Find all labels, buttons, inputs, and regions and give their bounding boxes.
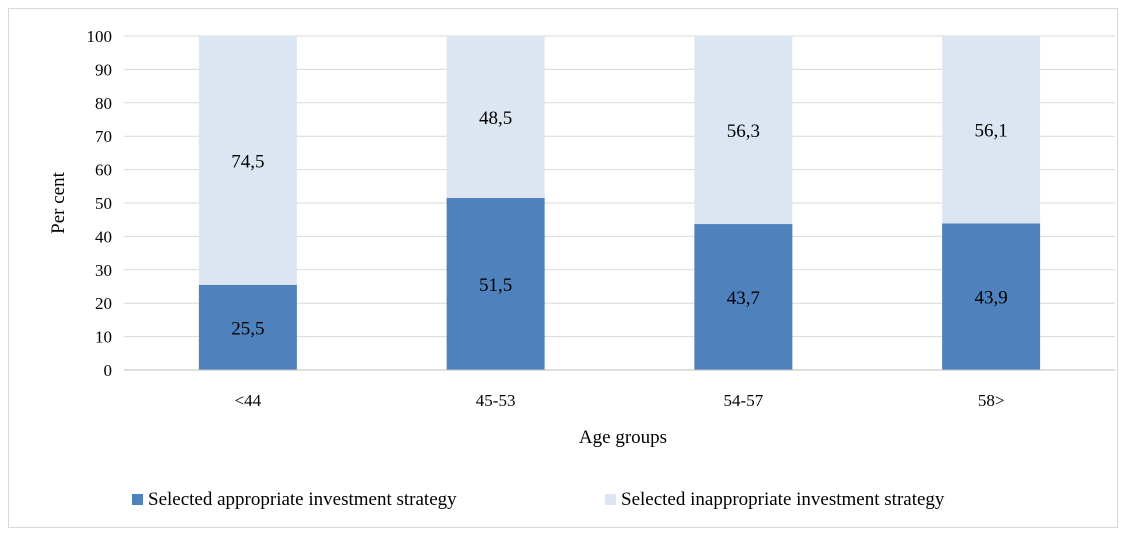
legend-swatch-appropriate	[132, 494, 143, 505]
legend: Selected appropriate investment strategy…	[132, 489, 945, 510]
data-label: 56,1	[975, 121, 1008, 142]
data-label: 74,5	[231, 151, 264, 172]
y-tick-label: 80	[95, 94, 112, 113]
bars	[198, 36, 1041, 370]
chart-frame	[8, 8, 1118, 528]
data-label: 43,9	[975, 288, 1008, 309]
y-tick-label: 100	[87, 27, 113, 46]
data-labels: 25,5 74,5 51,5 48,5 43,7 56,3 43,9 56,1	[231, 108, 1008, 339]
bar-appropriate	[198, 284, 297, 370]
y-tick-label: 30	[95, 261, 112, 280]
legend-label-appropriate: Selected appropriate investment strategy	[148, 489, 457, 510]
data-label: 48,5	[479, 108, 512, 129]
bar-appropriate	[446, 197, 545, 370]
y-tick-label: 60	[95, 161, 112, 180]
y-tick-label: 10	[95, 328, 112, 347]
bar-inappropriate	[198, 36, 297, 285]
legend-label-inappropriate: Selected inappropriate investment strate…	[621, 489, 945, 510]
x-tick-label: 58>	[978, 391, 1005, 410]
bar-inappropriate	[446, 36, 545, 198]
y-tick-label: 90	[95, 60, 112, 79]
axes: 0 10 20 30 40 50 60 70 80 90 100 <44 45-53 54-57 58>	[87, 27, 1115, 410]
data-label: 56,3	[727, 121, 760, 142]
data-label: 25,5	[231, 318, 264, 339]
bar-appropriate	[694, 224, 793, 370]
y-tick-label: 50	[95, 194, 112, 213]
x-tick-label: 54-57	[724, 391, 764, 410]
data-label: 51,5	[479, 275, 512, 296]
y-tick-label: 40	[95, 227, 112, 246]
y-axis-title: Per cent	[48, 171, 69, 233]
bar-appropriate	[942, 223, 1041, 370]
bar-inappropriate	[694, 36, 793, 225]
bar-inappropriate	[942, 36, 1041, 224]
x-axis-title: Age groups	[579, 427, 667, 448]
data-label: 43,7	[727, 288, 760, 309]
y-tick-label: 20	[95, 294, 112, 313]
legend-swatch-inappropriate	[605, 494, 616, 505]
x-tick-label: 45-53	[476, 391, 516, 410]
x-tick-label: <44	[235, 391, 262, 410]
y-tick-label: 70	[95, 127, 112, 146]
y-tick-label: 0	[104, 361, 113, 380]
